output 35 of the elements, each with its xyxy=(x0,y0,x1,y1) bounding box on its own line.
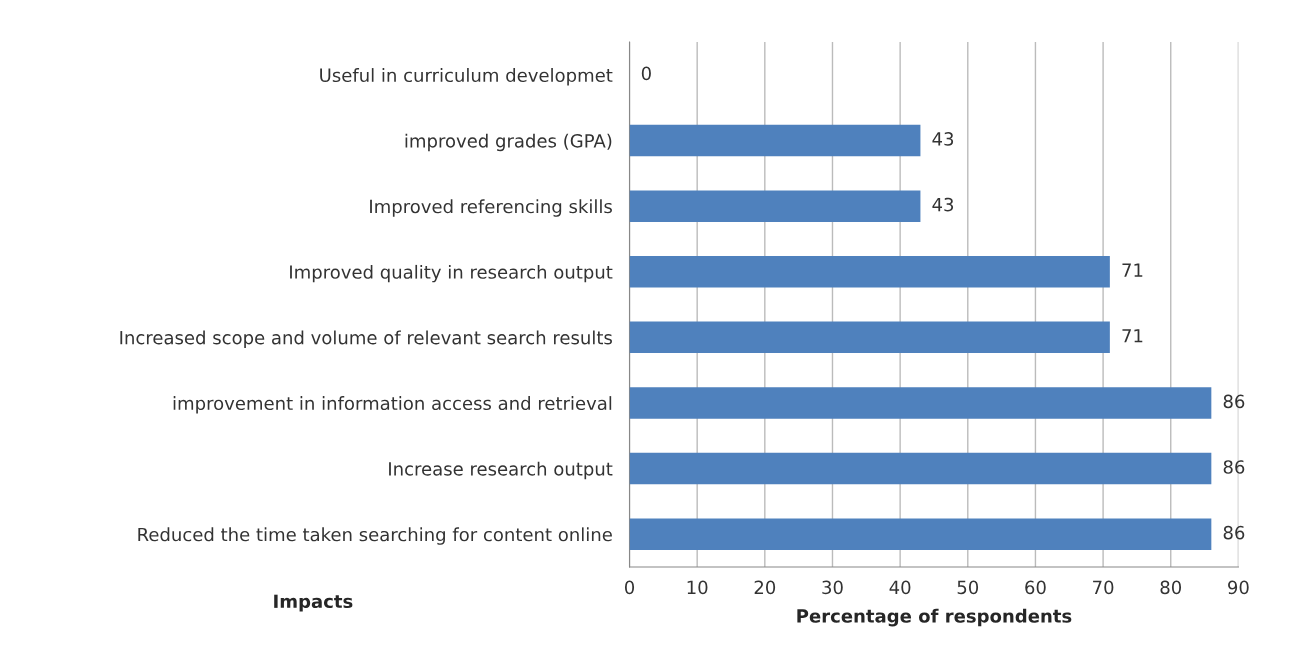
data-label: 71 xyxy=(1122,329,1143,343)
y-tick-label: Reduced the time taken searching for content online xyxy=(138,527,612,545)
y-tick-label: Useful in curriculum developmet xyxy=(320,68,613,86)
bar xyxy=(629,124,921,157)
x-tick-label: 40 xyxy=(889,580,911,595)
data-label: 43 xyxy=(932,132,954,146)
y-tick-label: Improved quality in research output xyxy=(290,264,613,283)
x-tick-label: 90 xyxy=(1228,580,1249,595)
x-tick-label: 70 xyxy=(1093,580,1114,595)
bar xyxy=(629,321,1110,354)
bar xyxy=(629,518,1212,550)
y-tick-label: Increase research output xyxy=(389,461,613,480)
data-label: 0 xyxy=(641,66,651,81)
data-label: 71 xyxy=(1122,263,1143,277)
x-tick-label: 60 xyxy=(1025,580,1046,595)
bar xyxy=(629,190,921,222)
x-tick-label: 10 xyxy=(687,580,708,595)
y-tick-label: Improved referencing skills xyxy=(370,199,612,217)
x-tick-label: 0 xyxy=(624,580,635,595)
x-tick-label: 20 xyxy=(754,580,776,595)
y-tick-label: Increased scope and volume of relevant search results xyxy=(120,330,612,348)
x-tick-label: 50 xyxy=(957,580,979,595)
data-label: 43 xyxy=(932,197,954,212)
bar xyxy=(629,452,1212,485)
y-tick-label: improvement in information access and retrieval xyxy=(173,396,612,414)
data-label: 86 xyxy=(1223,525,1245,540)
bar xyxy=(629,256,1110,288)
bar xyxy=(629,387,1212,419)
x-tick-label: 80 xyxy=(1160,580,1182,595)
y-axis-title: Impacts xyxy=(274,594,353,612)
x-axis-title: Percentage of respondents xyxy=(797,608,1072,627)
y-tick-label: improved grades (GPA) xyxy=(405,133,612,152)
data-label: 86 xyxy=(1223,460,1245,474)
x-tick-label: 30 xyxy=(822,580,843,595)
data-label: 86 xyxy=(1223,394,1245,409)
